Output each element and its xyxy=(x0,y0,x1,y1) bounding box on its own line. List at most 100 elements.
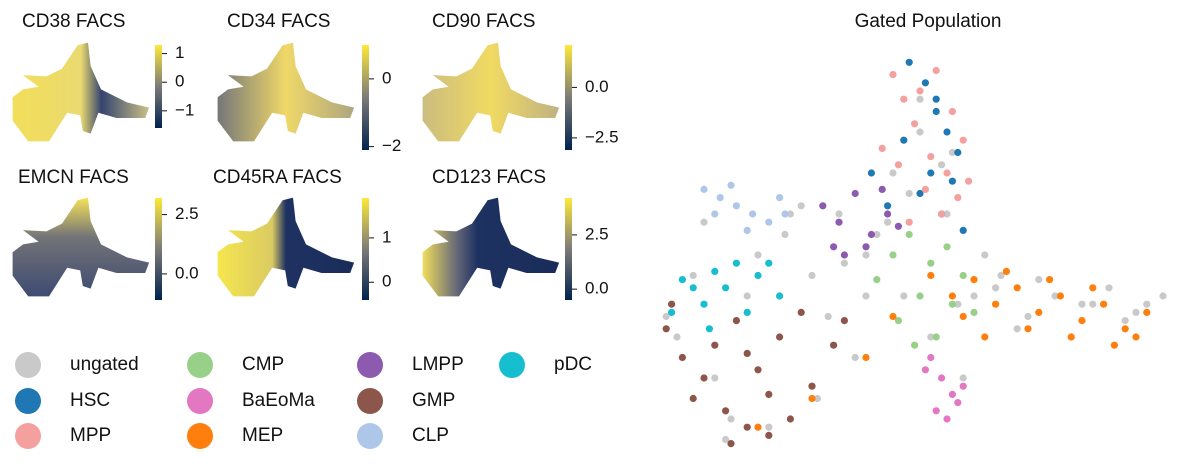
point xyxy=(689,394,697,403)
point xyxy=(700,218,708,226)
point xyxy=(765,390,773,398)
legend-swatch xyxy=(357,352,383,378)
point xyxy=(921,185,930,193)
point xyxy=(678,353,687,362)
point xyxy=(981,333,989,341)
embedding xyxy=(12,42,150,142)
point xyxy=(1024,325,1032,333)
point xyxy=(970,292,978,300)
panel-title: EMCN FACS xyxy=(18,167,129,188)
point xyxy=(711,267,719,275)
point xyxy=(938,210,946,218)
point xyxy=(954,194,962,202)
point xyxy=(716,194,724,202)
point xyxy=(797,202,805,210)
point xyxy=(943,128,951,136)
point xyxy=(948,390,957,398)
point xyxy=(743,292,751,300)
point xyxy=(797,308,805,316)
point xyxy=(711,210,719,218)
point xyxy=(932,407,940,415)
point xyxy=(1100,300,1108,308)
point xyxy=(921,79,930,87)
point xyxy=(927,259,935,267)
tick-label: −1 xyxy=(175,100,194,119)
point xyxy=(938,374,946,382)
point xyxy=(700,300,708,308)
point xyxy=(889,251,897,259)
legend-label: BaEoMa xyxy=(242,390,315,411)
point xyxy=(932,333,940,341)
point xyxy=(905,58,913,66)
point xyxy=(948,292,957,300)
point xyxy=(835,210,843,218)
point xyxy=(1013,284,1021,292)
point xyxy=(873,230,881,239)
point xyxy=(916,128,924,136)
point xyxy=(835,218,843,226)
point xyxy=(749,210,757,218)
point xyxy=(997,271,1005,280)
point xyxy=(905,189,913,198)
point xyxy=(819,202,827,210)
point xyxy=(1078,300,1086,308)
point xyxy=(884,218,892,226)
colorbar xyxy=(155,45,162,128)
point xyxy=(754,423,762,431)
tick-label: 0.0 xyxy=(585,77,609,96)
embedding xyxy=(12,197,150,297)
point xyxy=(776,333,784,341)
point xyxy=(943,210,951,218)
legend-swatch xyxy=(357,388,383,414)
point xyxy=(948,107,957,116)
point xyxy=(732,202,741,210)
point xyxy=(992,300,1000,308)
point xyxy=(765,259,773,267)
point xyxy=(927,271,935,280)
point xyxy=(1035,308,1043,316)
point xyxy=(700,374,708,382)
point xyxy=(765,218,773,226)
point xyxy=(743,423,751,431)
legend-swatch xyxy=(187,352,213,378)
legend-swatch xyxy=(187,423,213,449)
point xyxy=(781,210,789,218)
point xyxy=(992,284,1000,292)
point xyxy=(943,169,951,177)
point xyxy=(954,148,962,157)
legend-swatch xyxy=(15,352,41,378)
point xyxy=(878,144,886,152)
point xyxy=(1051,292,1059,300)
point xyxy=(900,95,908,103)
point xyxy=(921,366,930,374)
point xyxy=(1056,292,1064,300)
point xyxy=(1089,300,1097,308)
point xyxy=(765,431,773,439)
point xyxy=(916,292,924,300)
point xyxy=(668,308,676,316)
legend-swatch xyxy=(499,352,525,378)
point xyxy=(673,333,681,341)
tick-label: 2.5 xyxy=(585,224,609,243)
legend-swatch xyxy=(357,423,383,449)
point xyxy=(862,292,870,300)
point xyxy=(916,189,924,198)
point xyxy=(943,415,951,423)
tick-label: 0 xyxy=(382,272,391,291)
point xyxy=(1035,276,1043,284)
point xyxy=(916,87,924,95)
colorbar xyxy=(362,198,369,300)
tick-label: 2.5 xyxy=(175,204,199,223)
point xyxy=(1089,284,1097,292)
point xyxy=(916,95,924,103)
point xyxy=(727,181,735,189)
point xyxy=(689,284,697,292)
panel-title: CD90 FACS xyxy=(432,11,535,32)
point xyxy=(981,251,989,259)
point xyxy=(1132,333,1140,341)
point xyxy=(732,317,741,325)
point xyxy=(889,71,897,79)
point xyxy=(862,251,870,259)
chart-title: Gated Population xyxy=(855,11,1002,32)
point xyxy=(965,177,973,185)
